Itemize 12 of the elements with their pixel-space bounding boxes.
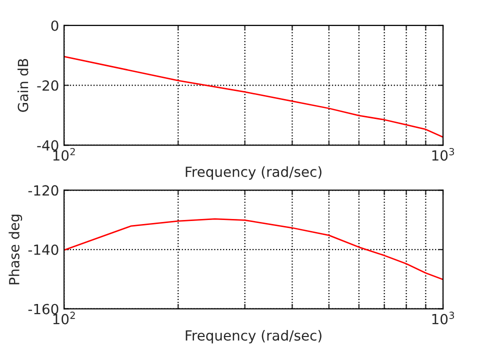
y-tick-label: -160 — [28, 304, 58, 314]
x-axis-title: Frequency (rad/sec) — [186, 166, 322, 180]
x-axis-title: Frequency (rad/sec) — [186, 330, 322, 344]
y-axis-title: Gain dB — [18, 58, 28, 112]
x-tick-label: 10$^{3}$ — [432, 148, 454, 161]
x-tick-label: 10$^{3}$ — [432, 312, 454, 324]
y-axis-title: Phase deg — [8, 214, 22, 284]
y-tick-label: -140 — [28, 244, 58, 256]
y-tick-label: -120 — [28, 185, 58, 196]
y-tick-label: 0 — [51, 20, 58, 31]
y-tick-label: -40 — [37, 140, 58, 151]
y-tick-label: -20 — [37, 80, 58, 91]
